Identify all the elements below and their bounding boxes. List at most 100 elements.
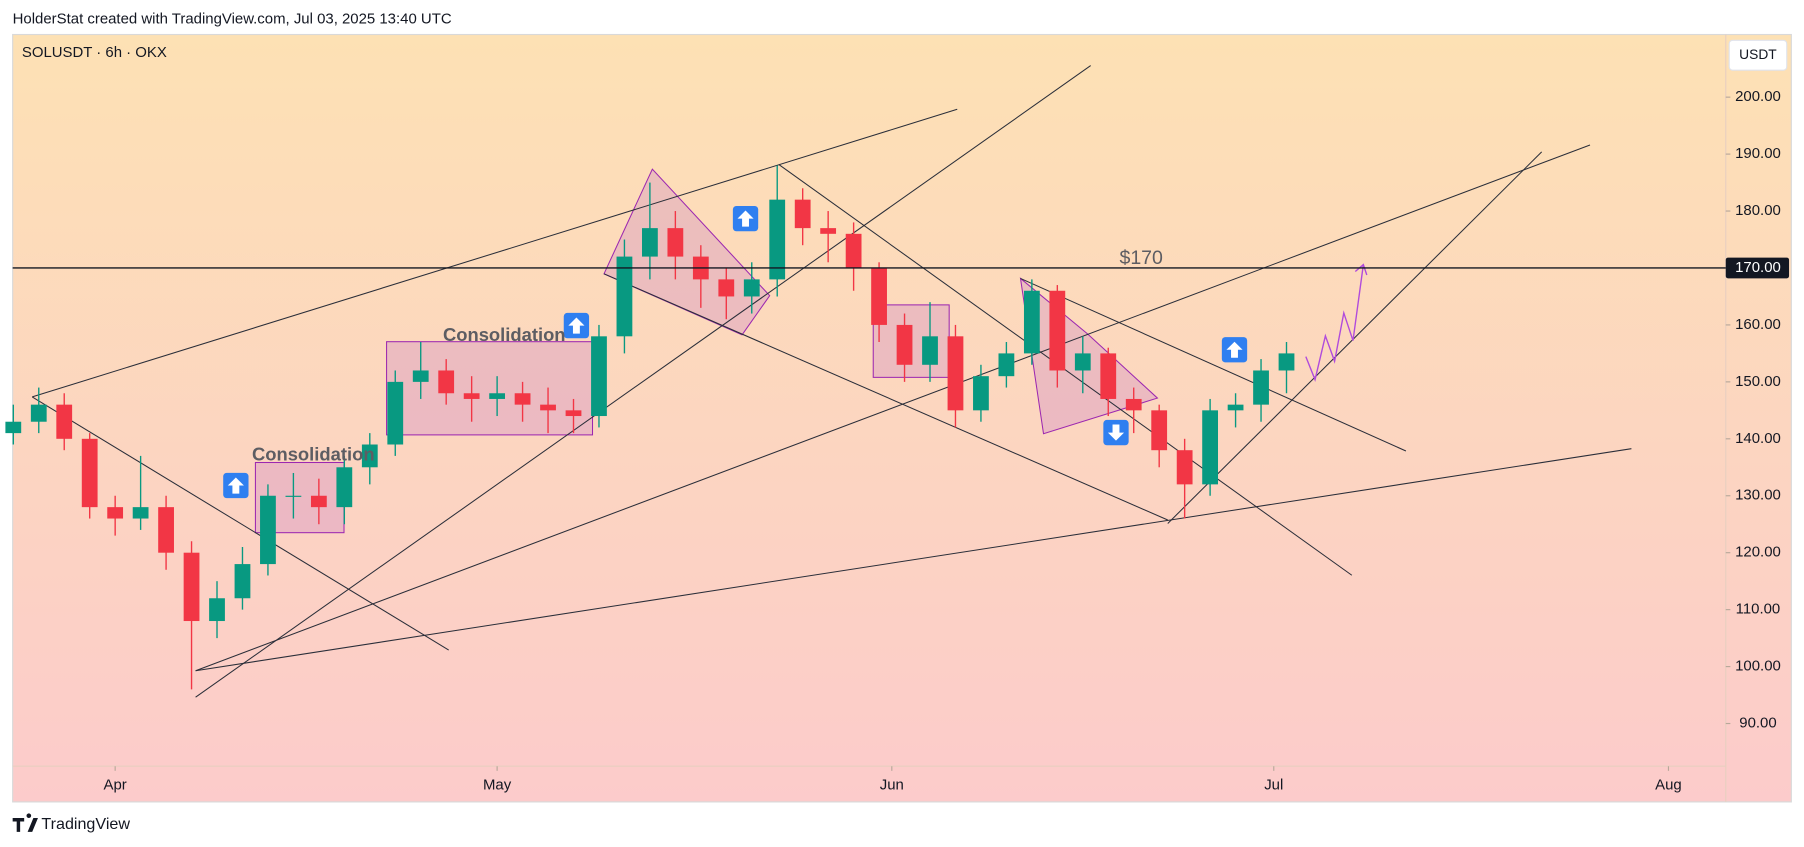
- projection-arrowhead: [1354, 263, 1368, 276]
- candle-body: [1253, 370, 1269, 405]
- candle-body: [769, 199, 786, 280]
- y-tick-label: 150.00: [1735, 373, 1781, 390]
- y-tick-label: 160.00: [1735, 316, 1781, 333]
- candle-body: [81, 438, 98, 508]
- axes: 90.00 100.00 110.00 120.00 130.00 140.00 150.0…: [12, 88, 1790, 794]
- candle-body: [1100, 353, 1117, 399]
- candle-body: [438, 370, 455, 394]
- candle-body: [285, 495, 302, 497]
- trend-line: [778, 164, 1353, 576]
- up-arrow-icon: [223, 472, 249, 499]
- chart-title: SOLUSDT · 6h · OKX: [22, 44, 167, 61]
- candle-body: [794, 199, 811, 229]
- candle-body: [183, 552, 200, 622]
- candle-body: [1074, 353, 1091, 371]
- trend-line: [603, 273, 1168, 521]
- trend-line: [1020, 277, 1407, 452]
- candle-body: [667, 228, 684, 257]
- candle-body: [1227, 404, 1244, 411]
- up-arrow-icon: [1221, 337, 1248, 363]
- candle-body: [1202, 410, 1219, 485]
- trend-line: [195, 448, 1632, 672]
- y-tick-label: 140.00: [1735, 430, 1781, 447]
- y-tick-label: 200.00: [1735, 88, 1781, 105]
- candle-body: [234, 564, 251, 599]
- brand: TradingView: [41, 815, 130, 833]
- consolidation-box: [386, 341, 594, 436]
- candle-body: [260, 495, 276, 565]
- candle-body: [463, 393, 480, 399]
- x-tick-label: Jun: [880, 777, 904, 794]
- candle-body: [591, 336, 607, 417]
- trend-line: [32, 108, 958, 398]
- candle-body: [1049, 290, 1066, 371]
- footer: TradingView: [12, 813, 130, 833]
- candles: [5, 165, 1295, 690]
- x-tick-label: Jul: [1264, 777, 1283, 794]
- trend-line: [195, 144, 1591, 672]
- candle-body: [565, 410, 582, 417]
- candle-body: [1278, 353, 1295, 371]
- y-tick-label: 190.00: [1735, 145, 1781, 162]
- plot-bg: [12, 33, 1792, 803]
- candle-body: [361, 444, 378, 468]
- annotation: Consolidation: [252, 443, 375, 464]
- candle-body: [642, 228, 658, 257]
- y-tick-label: 130.00: [1735, 487, 1781, 504]
- currency: USDT: [1739, 47, 1777, 62]
- trend-line: [1167, 151, 1543, 524]
- candle-body: [412, 370, 429, 382]
- annotation: $170: [1119, 247, 1163, 269]
- x-tick-label: Apr: [104, 777, 127, 794]
- candle-body: [871, 267, 887, 325]
- candle-body: [310, 495, 327, 508]
- currency-box: [1728, 39, 1788, 71]
- candle-body: [845, 233, 862, 268]
- y-tick-label: 180.00: [1735, 202, 1781, 219]
- candle-body: [336, 467, 353, 508]
- x-tick-label: Aug: [1655, 777, 1682, 794]
- brand-logo: [12, 813, 38, 832]
- candle-body: [947, 336, 964, 411]
- candle-body: [30, 404, 47, 422]
- candle-body: [973, 376, 989, 411]
- candle-body: [387, 381, 404, 445]
- candle-body: [820, 228, 837, 234]
- up-arrow-icon: [563, 312, 590, 339]
- trend-line: [31, 396, 449, 651]
- signal-icons: [223, 205, 1248, 499]
- projection-path: [1305, 264, 1365, 382]
- candle-body: [1151, 410, 1168, 451]
- candle-body: [489, 393, 506, 399]
- candle-body: [718, 279, 735, 297]
- credit: HolderStat created with TradingView.com,…: [13, 11, 452, 28]
- candle-body: [132, 507, 149, 519]
- y-tick-label: 100.00: [1735, 658, 1781, 675]
- down-arrow-icon: [1103, 419, 1129, 446]
- candle-body: [107, 507, 124, 519]
- candle-body: [922, 336, 938, 365]
- candle-body: [540, 404, 556, 411]
- y-tick-label: 120.00: [1735, 544, 1781, 561]
- candle-body: [616, 256, 633, 337]
- y-tick-label: 90.00: [1739, 714, 1776, 731]
- candle-body: [1176, 450, 1193, 485]
- annotation: Consolidation: [443, 324, 566, 345]
- trend-line: [195, 65, 1091, 698]
- candle-body: [896, 324, 913, 365]
- candle-body: [743, 279, 760, 297]
- candle-body: [1125, 398, 1142, 411]
- candle-body: [209, 598, 225, 622]
- candle-body: [158, 507, 174, 553]
- candle-body: [1023, 290, 1040, 354]
- candle-body: [56, 404, 73, 439]
- price-label: 170.00: [1735, 259, 1781, 276]
- candle-body: [514, 393, 531, 405]
- y-tick-label: 110.00: [1736, 601, 1781, 618]
- candle-body: [998, 353, 1015, 377]
- up-arrow-icon: [732, 205, 759, 232]
- price-label-bg: [1725, 257, 1790, 279]
- x-tick-label: May: [483, 777, 512, 794]
